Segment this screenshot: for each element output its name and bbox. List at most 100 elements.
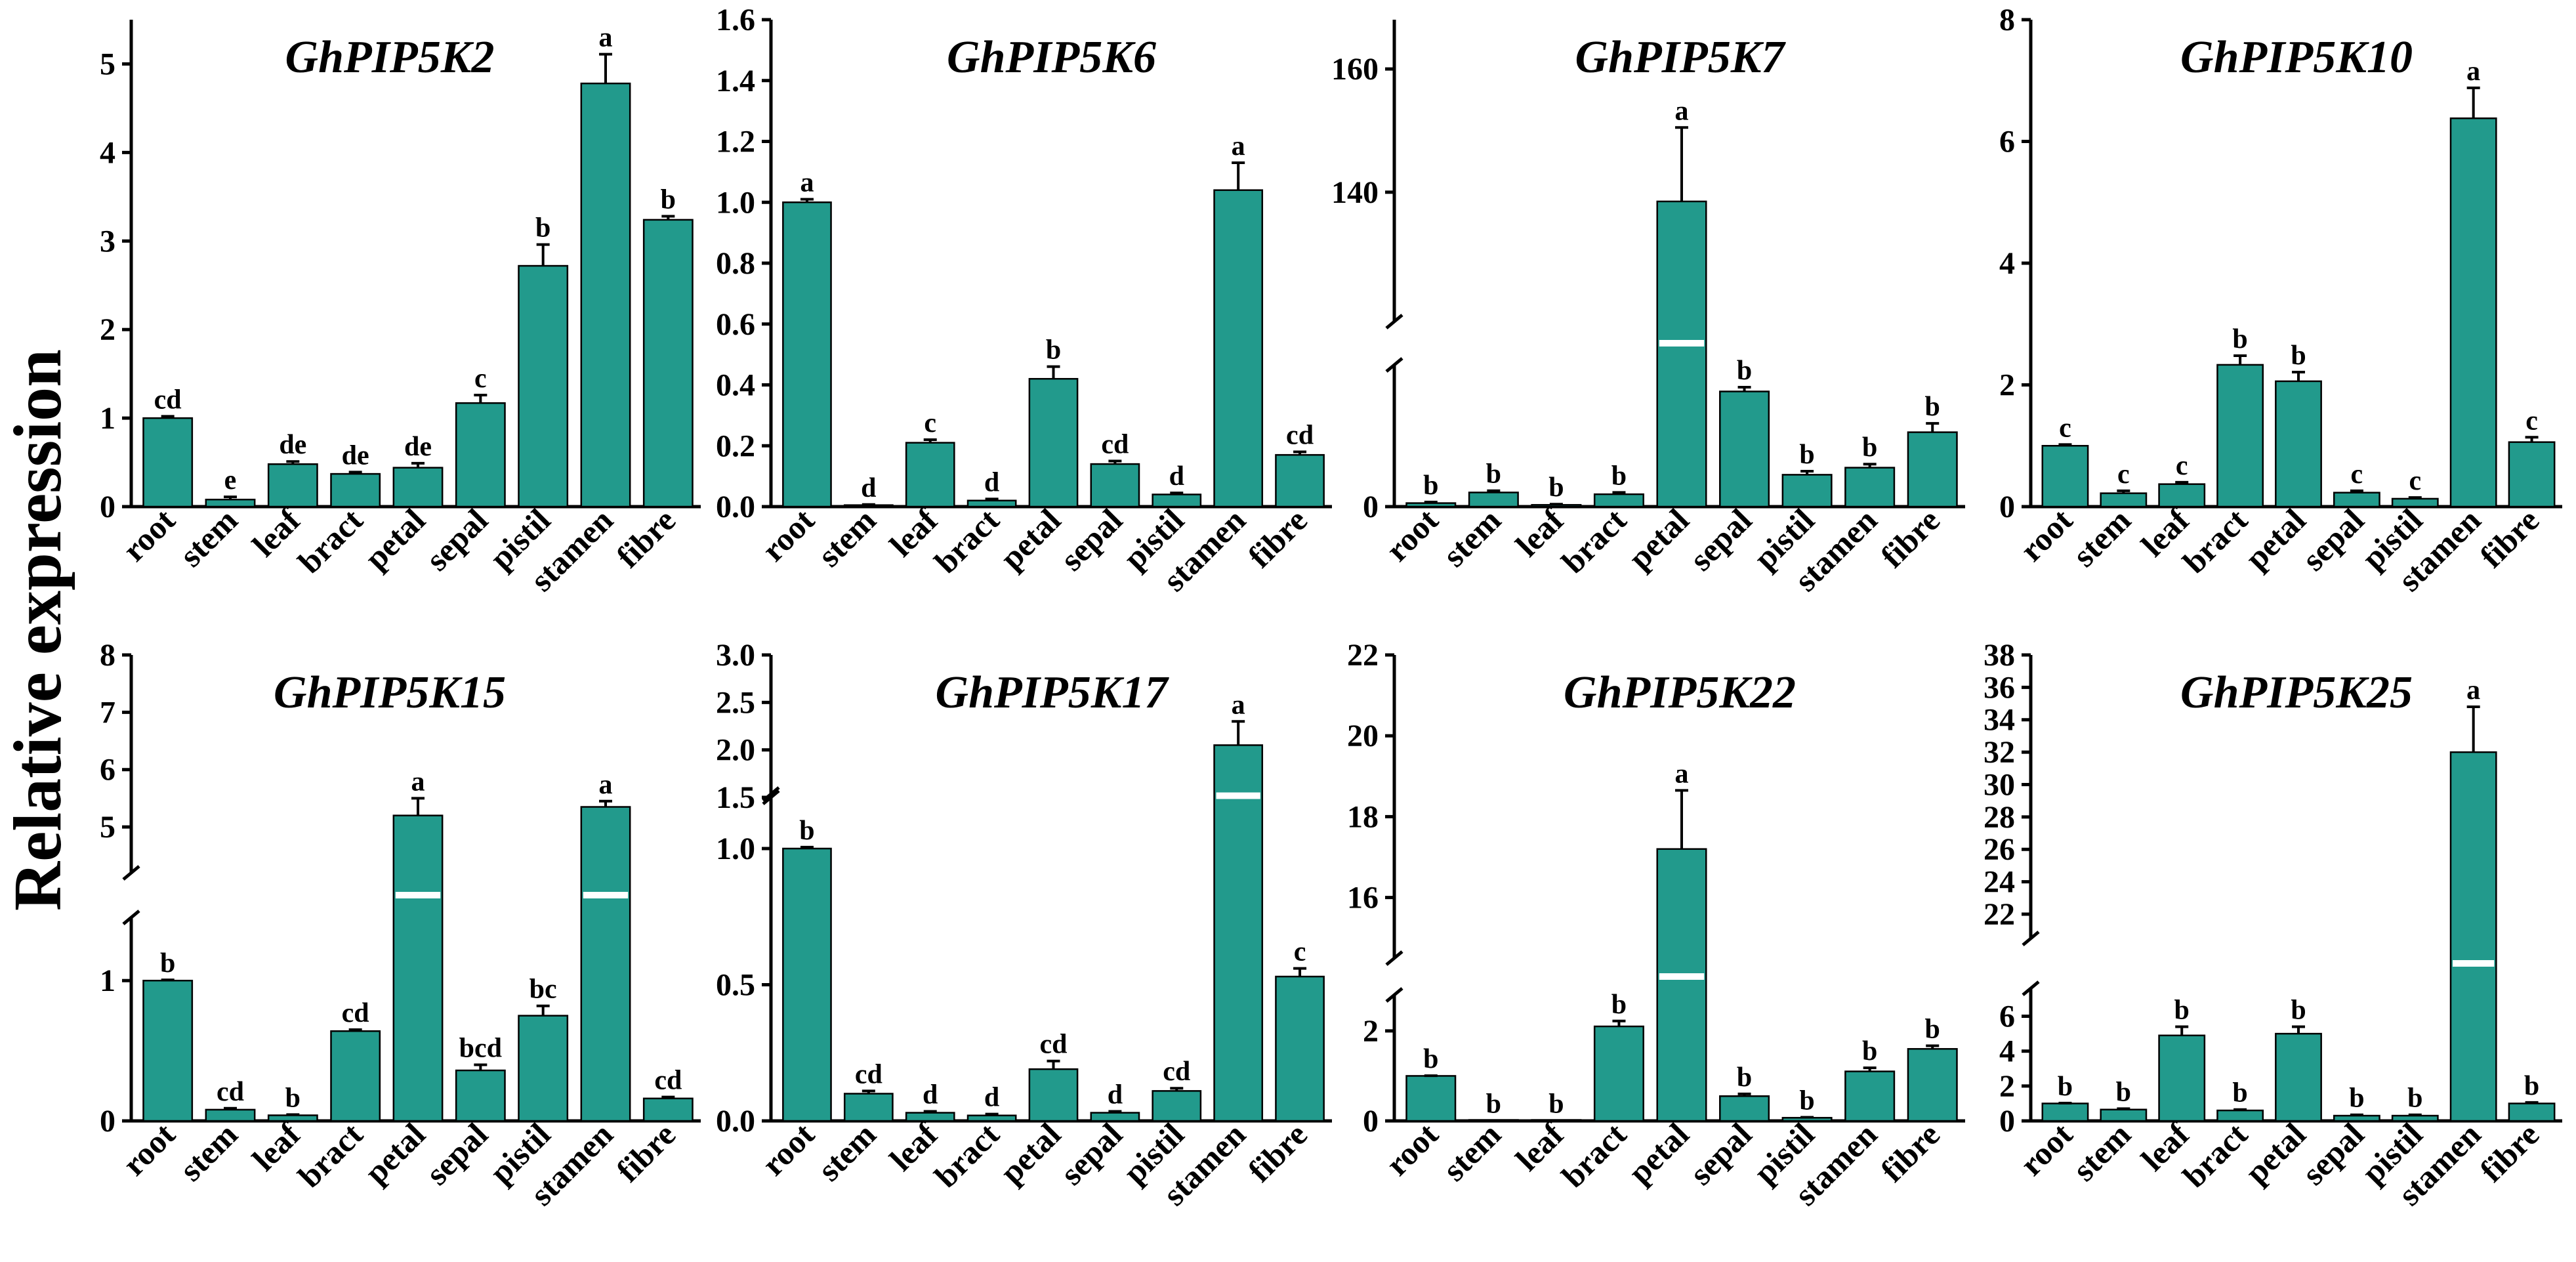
x-tick-label-bract: bract — [2176, 1116, 2254, 1194]
bar-root — [142, 979, 194, 1122]
significance-letter: bcd — [459, 1033, 502, 1063]
x-tick-label-stem: stem — [810, 1116, 883, 1188]
x-tick-label-stem: stem — [2066, 1116, 2138, 1188]
significance-letter: de — [342, 440, 369, 471]
x-tick-label-sepal: sepal — [1053, 501, 1129, 578]
x-tick-label-petal: petal — [993, 1116, 1068, 1190]
significance-letter: b — [1548, 1089, 1564, 1120]
significance-letter: b — [1925, 392, 1940, 422]
significance-letter: b — [2291, 341, 2306, 371]
x-tick-label-stem: stem — [1436, 1116, 1508, 1188]
significance-letter: d — [1108, 1080, 1123, 1110]
y-tick-label: 8 — [100, 638, 115, 673]
bar-stem — [205, 498, 256, 508]
y-tick-label: 34 — [1984, 703, 2015, 738]
x-tick-label-fibre: fibre — [609, 1116, 682, 1189]
significance-letter: b — [2349, 1083, 2364, 1114]
y-tick-label: 2 — [1999, 1069, 2015, 1104]
significance-letter: b — [1862, 432, 1877, 463]
significance-letter: b — [2407, 1083, 2422, 1114]
y-tick-label: 160 — [1331, 52, 1379, 87]
chart-panel-7: 0216182022brootbstembleafbbractapetalbse… — [1347, 638, 1965, 1213]
x-tick-label-sepal: sepal — [2295, 501, 2371, 578]
bar-fibre — [642, 219, 694, 508]
significance-letter: c — [2351, 459, 2363, 490]
bar-leaf — [905, 442, 955, 508]
y-tick-label: 1 — [100, 963, 115, 998]
significance-letter: b — [1486, 1089, 1501, 1120]
significance-letter: a — [599, 770, 613, 800]
significance-letter: b — [2291, 995, 2306, 1025]
bar-sepal — [1090, 1112, 1140, 1122]
y-tick-label: 0.8 — [716, 246, 755, 281]
significance-letter: cd — [855, 1059, 883, 1089]
significance-letter: cd — [154, 385, 182, 415]
significance-letter: a — [1675, 759, 1689, 789]
significance-letter: b — [1799, 440, 1814, 470]
bar-leaf — [267, 463, 318, 508]
significance-letter: c — [2409, 466, 2421, 496]
x-tick-label-fibre: fibre — [1873, 1116, 1947, 1189]
bar-sepal — [1090, 463, 1140, 508]
x-tick-label-stem: stem — [1436, 501, 1508, 574]
x-tick-label-bract: bract — [291, 501, 369, 580]
x-tick-label-sepal: sepal — [419, 1116, 495, 1192]
significance-letter: a — [1232, 131, 1245, 161]
y-tick-label: 1 — [100, 401, 115, 436]
bar-root — [142, 417, 194, 508]
y-tick-label: 30 — [1984, 767, 2015, 802]
significance-letter: b — [1423, 471, 1438, 501]
significance-letter: cd — [342, 998, 369, 1028]
bar-fibre — [642, 1097, 694, 1122]
y-tick-label: 0.4 — [716, 368, 755, 403]
chart-panel-5: 015678brootcdstembleafcdbractapetalbcdse… — [100, 638, 701, 1213]
panel-title: GhPIP5K22 — [1564, 667, 1796, 718]
significance-letter: de — [404, 432, 432, 462]
significance-letter: cd — [1163, 1057, 1190, 1087]
bar-sepal — [2333, 492, 2380, 508]
significance-letter: c — [474, 364, 487, 394]
y-tick-label: 32 — [1984, 735, 2015, 770]
bar-stamen — [1213, 744, 1264, 1122]
y-tick-label: 22 — [1984, 897, 2015, 932]
bar-stamen — [1844, 467, 1896, 508]
x-tick-label-root: root — [2012, 501, 2079, 568]
x-tick-label-root: root — [755, 1116, 821, 1183]
y-tick-label: 2 — [100, 312, 115, 347]
y-tick-label: 4 — [1999, 246, 2015, 281]
significance-letter: b — [1423, 1044, 1438, 1074]
chart-panel-1: 012345cdrootestemdeleafdebractdepetalcse… — [100, 20, 701, 599]
significance-letter: b — [285, 1083, 301, 1113]
y-tick-label: 5 — [100, 810, 115, 845]
bar-pistil — [1781, 474, 1833, 508]
significance-letter: b — [1611, 990, 1627, 1020]
significance-letter: bc — [530, 975, 557, 1005]
significance-letter: c — [2525, 406, 2538, 436]
y-tick-label: 26 — [1984, 832, 2015, 867]
x-tick-label-sepal: sepal — [419, 501, 495, 578]
significance-letter: d — [861, 473, 876, 503]
significance-letter: b — [1046, 335, 1061, 366]
bar-pistil — [1152, 494, 1202, 508]
x-tick-label-bract: bract — [1554, 1116, 1633, 1194]
panel-title: GhPIP5K17 — [936, 667, 1170, 718]
y-tick-label: 6 — [100, 753, 115, 788]
bar-fibre — [1907, 431, 1958, 508]
bar-break-band — [1659, 973, 1705, 980]
x-tick-label-petal: petal — [1621, 1116, 1696, 1190]
x-tick-label-bract: bract — [927, 501, 1006, 580]
bar-petal — [392, 814, 444, 1122]
y-tick-label: 0 — [100, 490, 115, 524]
significance-letter: b — [1799, 1086, 1814, 1116]
y-tick-label: 22 — [1347, 638, 1379, 673]
significance-letter: b — [2174, 995, 2190, 1025]
x-tick-label-petal: petal — [358, 501, 432, 576]
x-tick-label-sepal: sepal — [1053, 1116, 1129, 1192]
x-tick-label-petal: petal — [1621, 501, 1696, 576]
panel-title: GhPIP5K6 — [947, 32, 1156, 83]
significance-letter: a — [800, 168, 814, 198]
bar-break-band — [583, 892, 629, 898]
x-tick-label-sepal: sepal — [2295, 1116, 2371, 1192]
y-tick-label: 16 — [1347, 881, 1379, 915]
bar-break-band — [1659, 340, 1705, 347]
